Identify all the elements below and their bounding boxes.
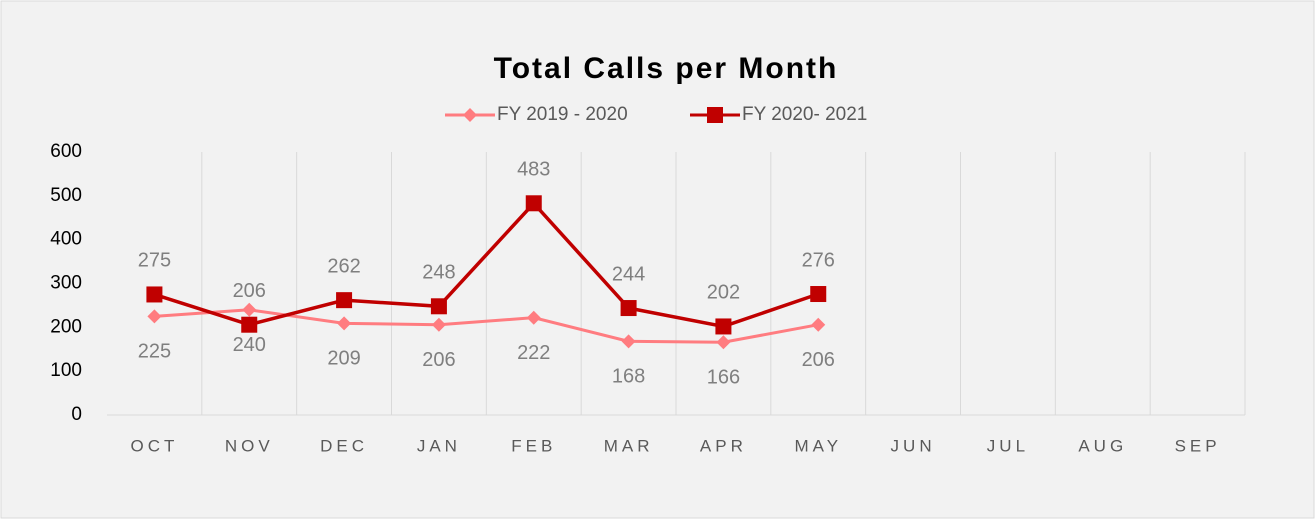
data-point bbox=[430, 298, 447, 315]
x-tick-label: JUL bbox=[987, 436, 1029, 455]
data-point bbox=[242, 302, 257, 317]
data-point bbox=[147, 309, 162, 324]
legend-marker bbox=[463, 108, 477, 122]
y-tick-label: 400 bbox=[50, 229, 82, 250]
legend-marker bbox=[707, 107, 723, 123]
x-tick-label: APR bbox=[700, 436, 747, 455]
data-point bbox=[431, 317, 446, 332]
data-label: 202 bbox=[707, 282, 740, 304]
data-point bbox=[337, 316, 352, 331]
data-label: 244 bbox=[612, 263, 645, 285]
data-label: 209 bbox=[327, 348, 360, 370]
x-tick-label: NOV bbox=[225, 436, 274, 455]
y-tick-label: 0 bbox=[71, 404, 82, 425]
x-tick-label: JUN bbox=[891, 436, 936, 455]
data-point bbox=[716, 335, 731, 350]
x-tick-label: DEC bbox=[320, 436, 368, 455]
series-line bbox=[153, 200, 819, 329]
data-point bbox=[715, 318, 732, 335]
data-label: 168 bbox=[612, 366, 645, 388]
chart-title: Total Calls per Month bbox=[494, 52, 839, 85]
x-tick-label: SEP bbox=[1175, 436, 1221, 455]
data-point bbox=[620, 300, 637, 317]
data-point bbox=[621, 334, 636, 349]
data-point bbox=[336, 292, 353, 309]
legend-label: FY 2020- 2021 bbox=[742, 104, 867, 125]
y-tick-label: 500 bbox=[50, 185, 82, 206]
data-label: 275 bbox=[138, 250, 171, 272]
data-label: 206 bbox=[233, 280, 266, 302]
data-label: 206 bbox=[802, 349, 835, 371]
data-label: 166 bbox=[707, 367, 740, 389]
data-point bbox=[525, 195, 542, 212]
data-label: 483 bbox=[517, 159, 550, 181]
data-label: 206 bbox=[422, 349, 455, 371]
data-label: 225 bbox=[138, 341, 171, 363]
data-label: 262 bbox=[327, 255, 360, 277]
series-line bbox=[154, 308, 819, 344]
data-point bbox=[241, 316, 258, 333]
y-tick-label: 200 bbox=[50, 316, 82, 337]
x-tick-label: JAN bbox=[417, 436, 461, 455]
x-tick-label: MAY bbox=[794, 436, 842, 455]
data-point bbox=[811, 317, 826, 332]
x-tick-label: OCT bbox=[130, 436, 178, 455]
x-tick-label: FEB bbox=[511, 436, 556, 455]
x-tick-label: MAR bbox=[604, 436, 654, 455]
data-point bbox=[526, 310, 541, 325]
y-tick-label: 600 bbox=[50, 141, 82, 162]
data-label: 240 bbox=[233, 334, 266, 356]
y-tick-label: 300 bbox=[50, 273, 82, 294]
data-point bbox=[810, 286, 827, 303]
y-tick-label: 100 bbox=[50, 360, 82, 381]
data-label: 222 bbox=[517, 342, 550, 364]
legend-label: FY 2019 - 2020 bbox=[497, 104, 628, 125]
data-label: 276 bbox=[802, 249, 835, 271]
x-tick-label: AUG bbox=[1078, 436, 1127, 455]
data-label: 248 bbox=[422, 262, 455, 284]
data-point bbox=[146, 286, 163, 303]
